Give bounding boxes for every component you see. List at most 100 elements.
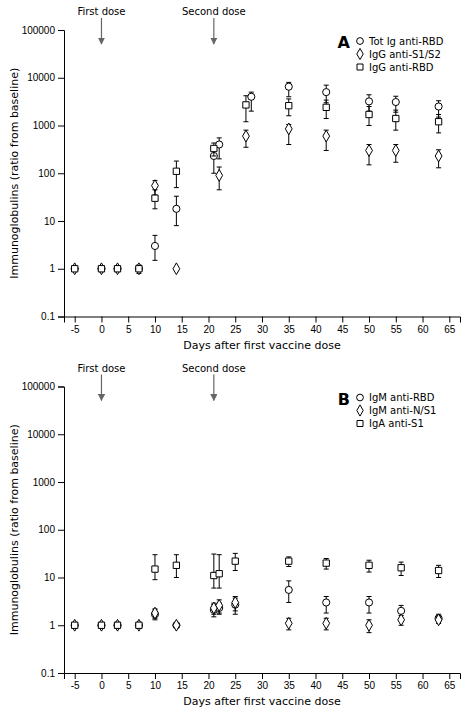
legend: Tot Ig anti-RBD IgG anti-S1/S2 IgG anti-RB…: [357, 36, 444, 73]
tick: 10: [44, 572, 64, 583]
legend-marker: [357, 405, 363, 416]
legend-label: IgM anti-RBD: [369, 392, 435, 403]
error-bar: [324, 618, 329, 630]
tick-mark: [128, 673, 129, 679]
tick: 40: [310, 317, 322, 335]
series: [72, 553, 442, 628]
point: [435, 119, 441, 125]
legend-marker: [357, 421, 363, 427]
point: [114, 263, 121, 275]
error-bar: [393, 145, 398, 163]
tick-label: 20: [203, 324, 215, 335]
point: [323, 89, 330, 96]
tick-mark: [58, 126, 64, 127]
series: [71, 581, 442, 629]
tick-mark: [58, 578, 64, 579]
point: [323, 599, 330, 606]
point: [72, 622, 78, 628]
tick-mark: [449, 673, 450, 679]
tick: 30: [257, 673, 269, 691]
point: [152, 566, 158, 572]
tick: -5: [71, 673, 80, 691]
tick-label: 55: [391, 680, 403, 691]
tick: 35: [284, 317, 296, 335]
tick: 100: [38, 524, 64, 535]
tick-label: 30: [257, 680, 269, 691]
error-bar: [367, 620, 372, 633]
point: [435, 567, 441, 573]
tick-label: 20: [203, 680, 215, 691]
point: [98, 622, 105, 629]
point: [435, 103, 442, 110]
tick-mark: [58, 482, 64, 483]
point: [323, 560, 329, 566]
point: [114, 266, 120, 272]
error-bar: [436, 114, 441, 132]
point: [135, 622, 142, 629]
tick: 1000: [33, 120, 64, 131]
error-bar: [211, 143, 216, 156]
series: [71, 597, 442, 633]
point: [216, 571, 222, 577]
error-bar: [243, 130, 248, 147]
tick-label: 60: [417, 324, 429, 335]
x-axis: -505101520253035404550556065: [65, 673, 461, 691]
y-axis-title: Immunoglobulins (ratio from baseline): [8, 68, 21, 279]
point: [323, 104, 329, 110]
tick-label: 0.1: [41, 311, 55, 322]
tick-label: 100000: [22, 25, 56, 36]
point: [98, 265, 105, 272]
tick-mark: [342, 317, 343, 323]
x-axis-title: Days after first vaccine dose: [183, 695, 341, 708]
tick-mark: [262, 317, 263, 323]
point: [72, 266, 78, 272]
y-axis-title: Immunoglobulins (ratio from baseline): [8, 424, 21, 635]
legend-label: IgG anti-RBD: [369, 62, 434, 73]
point: [392, 98, 399, 105]
tick-label: 5: [126, 680, 132, 691]
tick-label: 1: [49, 620, 55, 631]
point: [243, 102, 249, 108]
tick: 0.1: [41, 668, 64, 679]
tick-mark: [289, 673, 290, 679]
tick: 10: [150, 317, 162, 335]
tick-mark: [396, 673, 397, 679]
legend-item: IgM anti-N/S1: [357, 405, 437, 416]
error-bar: [324, 130, 329, 150]
legend-item: IgG anti-S1/S2: [357, 48, 441, 59]
tick: 50: [364, 673, 376, 691]
tick-label: 55: [391, 324, 403, 335]
tick-mark: [449, 317, 450, 323]
point: [136, 622, 142, 628]
tick-mark: [58, 387, 64, 388]
point: [366, 145, 373, 157]
point: [152, 195, 158, 201]
tick: 25: [230, 673, 242, 691]
tick-mark: [182, 673, 183, 679]
tick-mark: [289, 317, 290, 323]
tick-mark: [75, 673, 76, 679]
point: [286, 103, 292, 109]
point: [216, 600, 223, 612]
tick: 100000: [22, 381, 64, 392]
legend-label: Tot Ig anti-RBD: [368, 36, 444, 47]
legend-label: IgG anti-S1/S2: [369, 49, 441, 60]
tick-label: 10000: [27, 72, 55, 83]
axis-line: [58, 387, 65, 674]
tick-mark: [101, 673, 102, 679]
tick: 5: [126, 673, 132, 691]
tick-label: 5: [126, 324, 132, 335]
tick: 0.1: [41, 311, 64, 322]
point: [98, 619, 105, 631]
tick-label: 0: [99, 680, 105, 691]
tick-mark: [316, 673, 317, 679]
point: [366, 562, 372, 568]
tick-label: 15: [177, 680, 189, 691]
series: [71, 82, 442, 273]
tick: 10: [150, 673, 162, 691]
tick-mark: [58, 530, 64, 531]
point: [135, 265, 142, 272]
tick-label: 15: [177, 324, 189, 335]
tick-mark: [342, 673, 343, 679]
point: [232, 597, 239, 609]
